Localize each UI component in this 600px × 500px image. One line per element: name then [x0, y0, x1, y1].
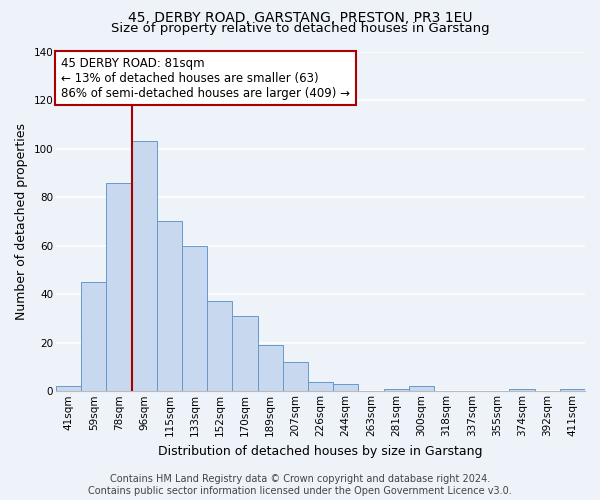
Bar	[131, 142, 157, 392]
Text: 45 DERBY ROAD: 81sqm
← 13% of detached houses are smaller (63)
86% of semi-detac: 45 DERBY ROAD: 81sqm ← 13% of detached h…	[61, 56, 350, 100]
Bar	[409, 386, 434, 392]
Text: Size of property relative to detached houses in Garstang: Size of property relative to detached ho…	[110, 22, 490, 35]
Bar	[308, 382, 333, 392]
Bar	[81, 282, 106, 392]
Bar	[383, 389, 409, 392]
Bar	[560, 389, 585, 392]
Bar	[333, 384, 358, 392]
Bar	[106, 182, 131, 392]
Bar	[182, 246, 207, 392]
Text: 45, DERBY ROAD, GARSTANG, PRESTON, PR3 1EU: 45, DERBY ROAD, GARSTANG, PRESTON, PR3 1…	[128, 11, 472, 25]
Bar	[283, 362, 308, 392]
Y-axis label: Number of detached properties: Number of detached properties	[15, 123, 28, 320]
Bar	[207, 302, 232, 392]
Bar	[56, 386, 81, 392]
X-axis label: Distribution of detached houses by size in Garstang: Distribution of detached houses by size …	[158, 444, 483, 458]
Bar	[257, 345, 283, 392]
Bar	[509, 389, 535, 392]
Text: Contains HM Land Registry data © Crown copyright and database right 2024.
Contai: Contains HM Land Registry data © Crown c…	[88, 474, 512, 496]
Bar	[232, 316, 257, 392]
Bar	[157, 222, 182, 392]
